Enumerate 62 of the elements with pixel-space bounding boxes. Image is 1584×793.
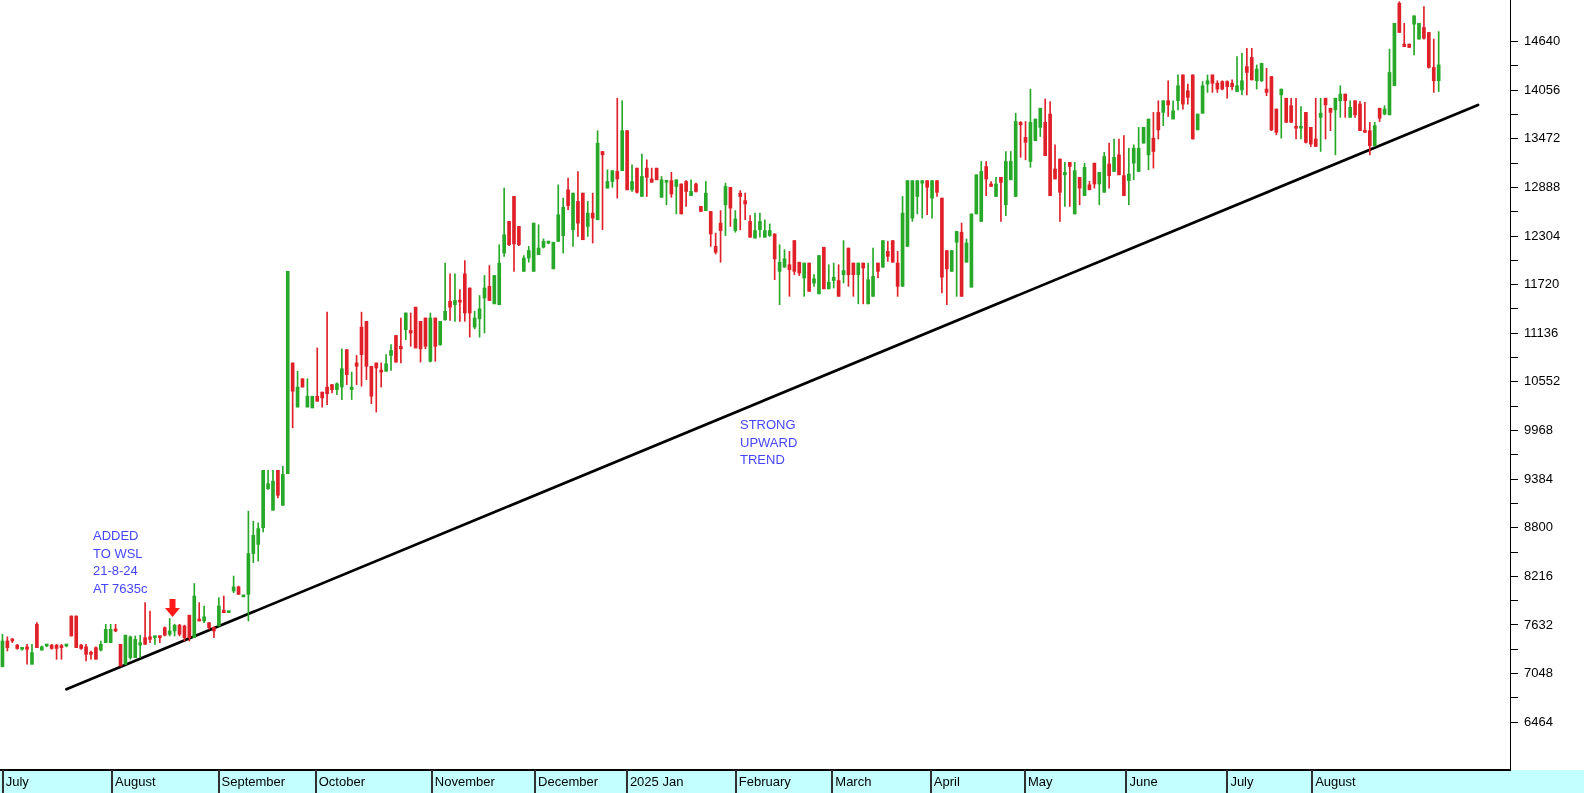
y-tick-label: 12304 <box>1524 227 1561 243</box>
x-tick-label: June <box>1129 774 1158 790</box>
y-tick-label: 9384 <box>1524 470 1553 486</box>
candlestick <box>1338 85 1343 118</box>
candlestick <box>590 192 595 244</box>
y-tick-label: 9968 <box>1524 422 1553 438</box>
y-tick-label: 13472 <box>1524 130 1561 146</box>
candlestick <box>615 97 620 199</box>
x-tick-label: 2025 Jan <box>629 774 684 790</box>
candlestick <box>861 262 866 305</box>
candlestick <box>1402 22 1407 47</box>
candlestick <box>167 618 172 637</box>
candlestick <box>1166 80 1170 117</box>
candlestick <box>453 273 457 322</box>
candlestick <box>221 595 226 613</box>
candlestick <box>999 176 1003 222</box>
candlestick <box>374 362 379 413</box>
x-tick-label: July <box>5 774 30 790</box>
candlestick <box>644 159 649 197</box>
x-tick-label: September <box>221 774 286 790</box>
candlestick <box>389 344 393 371</box>
y-tick-label: 6464 <box>1524 713 1553 729</box>
candlestick <box>1294 97 1298 140</box>
candlestick <box>25 643 29 665</box>
candlestick <box>153 635 157 645</box>
candlestick <box>1299 106 1303 140</box>
candlestick <box>315 347 320 402</box>
y-tick-label: 11720 <box>1524 276 1560 292</box>
x-tick-label: December <box>538 774 599 790</box>
candlestick <box>448 273 452 321</box>
candlestick <box>831 262 836 289</box>
x-tick-label: April <box>933 774 960 790</box>
candlestick <box>743 192 747 221</box>
candlestick <box>1067 161 1072 207</box>
annotation: STRONG UPWARD TREND <box>740 416 798 469</box>
y-tick-label: 7048 <box>1524 665 1553 681</box>
candlestick <box>925 180 929 216</box>
x-tick-label: May <box>1028 774 1054 790</box>
candlestick <box>1279 88 1284 139</box>
x-tick-label: February <box>738 774 792 790</box>
x-tick-label: August <box>1315 774 1357 790</box>
x-tick-label: March <box>835 774 872 790</box>
y-tick-label: 14056 <box>1524 81 1561 97</box>
y-tick-label: 8800 <box>1524 519 1553 535</box>
x-tick-label: July <box>1230 774 1254 790</box>
candlestick <box>738 190 743 231</box>
candlestick <box>1313 97 1318 147</box>
y-tick-label: 10552 <box>1524 373 1561 389</box>
y-tick-label: 11136 <box>1524 324 1559 340</box>
candlestick <box>1126 147 1131 206</box>
candlestick <box>1063 161 1067 207</box>
x-tick-label: November <box>434 774 496 790</box>
y-tick-label: 14640 <box>1524 33 1561 49</box>
annotation: ADDED TO WSL 21-8-24 AT 7635c <box>93 527 148 597</box>
y-tick-label: 12888 <box>1524 179 1561 195</box>
candlestick <box>443 262 447 321</box>
x-tick-label: October <box>318 774 366 790</box>
candlestick <box>349 371 354 400</box>
candlestick <box>674 179 679 215</box>
y-tick-label: 8216 <box>1524 567 1553 583</box>
y-tick-label: 7632 <box>1524 616 1553 632</box>
x-tick-label: August <box>115 774 156 790</box>
